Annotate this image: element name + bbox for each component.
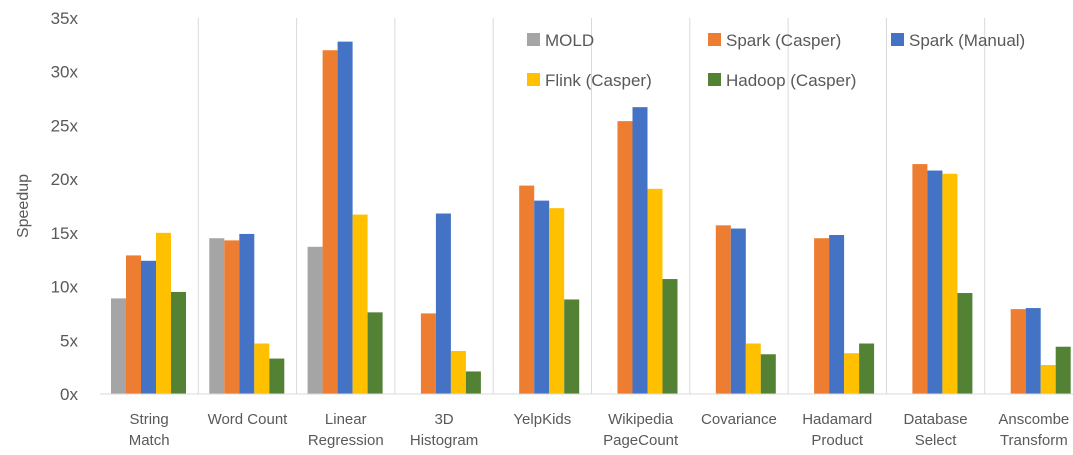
category-label: Wikipedia PageCount [603,411,679,449]
y-axis-title: Speedup [15,174,32,238]
bar-spark-manual [927,170,943,394]
category-label: YelpKids [513,411,571,428]
bar-spark-manual [730,228,746,394]
grid-layer [197,18,986,394]
category-label: String Match [129,411,170,449]
bar-flink-casper [549,208,565,394]
legend-label: Hadoop (Casper) [726,71,856,90]
legend-swatch [708,33,721,46]
y-tick-label: 30x [51,63,79,82]
bar-spark-casper [224,240,240,394]
y-tick-label: 25x [51,116,79,135]
legend-label: Spark (Casper) [726,31,841,50]
y-tick-label: 20x [51,170,79,189]
bar-spark-manual [337,41,353,395]
bar-spark-manual [1025,308,1041,394]
bar-spark-manual [829,235,845,394]
category-label: Covariance [701,411,777,428]
category-label: Hadamard Product [802,411,872,449]
legend-swatch [708,73,721,86]
category-label: Database Select [903,411,967,449]
bar-spark-casper [420,313,436,394]
bar-spark-casper [322,50,338,394]
bar-flink-casper [254,343,270,394]
axis-layer: 0x 5x 10x 15x 20x 25x 30x 35x Speedup String Match… [15,9,1073,449]
bar-hadoop-casper [662,279,678,394]
bar-spark-casper [715,225,731,394]
bar-spark-casper [617,121,633,394]
bar-mold [307,246,323,394]
y-tick-label: 5x [60,331,78,350]
y-tick-label: 0x [60,385,78,404]
category-label: Word Count [208,411,289,428]
bar-hadoop-casper [859,343,875,394]
bar-spark-casper [519,185,535,394]
legend-label: Spark (Manual) [909,31,1025,50]
bar-flink-casper [844,353,860,394]
y-tick-label: 35x [51,9,79,28]
bar-flink-casper [647,188,663,394]
bar-spark-casper [126,255,141,394]
bar-hadoop-casper [171,291,186,394]
category-label: Linear Regression [308,411,384,449]
category-label: 3D Histogram [410,411,478,449]
bar-hadoop-casper [957,293,973,394]
bar-spark-manual [632,107,648,394]
category-label: Anscombe Transform [998,411,1069,449]
bar-spark-manual [239,233,255,394]
bar-hadoop-casper [269,358,285,394]
y-tick-label: 10x [51,278,79,297]
bar-spark-casper [1010,309,1026,394]
legend-swatch [527,33,540,46]
legend-label: Flink (Casper) [545,71,652,90]
bar-flink-casper [352,214,368,394]
bar-hadoop-casper [465,371,481,394]
bar-hadoop-casper [1055,346,1071,394]
bar-hadoop-casper [760,354,776,394]
bar-spark-casper [912,164,928,394]
bar-mold [111,298,126,394]
bar-flink-casper [1040,364,1056,394]
bar-hadoop-casper [564,299,580,394]
bar-spark-manual [534,200,550,394]
bar-flink-casper [745,343,761,394]
legend-label: MOLD [545,31,594,50]
bar-spark-manual [435,213,451,394]
legend-swatch [527,73,540,86]
legend-swatch [891,33,904,46]
bar-hadoop-casper [367,312,383,394]
legend: MOLD Spark (Casper) Spark (Manual) Flink (C… [527,31,1025,90]
bar-mold [209,238,225,394]
bar-spark-manual [141,260,156,394]
bar-flink-casper [156,232,171,394]
bar-flink-casper [942,173,958,394]
bars-layer [111,41,1071,395]
y-tick-label: 15x [51,224,79,243]
bar-spark-casper [814,238,830,394]
bar-flink-casper [450,351,466,394]
